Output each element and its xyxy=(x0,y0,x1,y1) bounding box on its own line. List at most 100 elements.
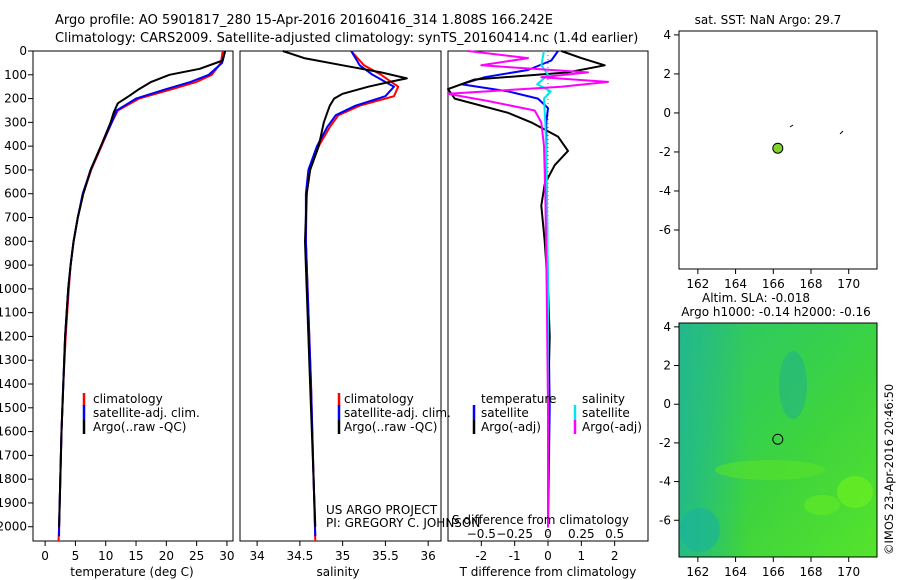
t-difference-axis-ticks: -2 -1 0 1 2 xyxy=(475,541,618,563)
depth-tick-label: 500 xyxy=(4,163,27,177)
depth-tick-label: 1800 xyxy=(0,472,27,486)
project-annotation-line-1: US ARGO PROJECT xyxy=(326,503,438,517)
longitude-tick-label: 168 xyxy=(800,277,823,291)
depth-tick-label: 200 xyxy=(4,92,27,106)
latitude-tick-label: 4 xyxy=(663,28,671,42)
salinity-axis-tick-label: 35 xyxy=(335,549,350,563)
header-line-2: Climatology: CARS2009. Satellite-adjuste… xyxy=(55,31,638,46)
depth-tick-label: 1600 xyxy=(0,425,27,439)
sla-map-frame xyxy=(678,322,878,558)
depth-tick-label: 1400 xyxy=(0,377,27,391)
sst-map-ticks: 162 164 166 168 170 4 2 0 -2 -4 -6 xyxy=(659,28,860,291)
t-difference-axis-tick-label: 2 xyxy=(611,549,619,563)
longitude-tick-label: 164 xyxy=(724,565,747,579)
depth-tick-label: 1700 xyxy=(0,448,27,462)
series-line-argo-raw-qc- xyxy=(58,50,227,527)
latitude-tick-label: -4 xyxy=(659,184,671,198)
legend-label-temperature-argo: Argo(-adj) xyxy=(481,420,541,434)
legend-heading-salinity: salinity xyxy=(582,392,625,406)
latitude-tick-label: -2 xyxy=(659,145,671,159)
project-annotation-line-2: PI: GREGORY C. JOHNSON xyxy=(326,516,480,530)
t-difference-axis-tick-label: -1 xyxy=(509,549,521,563)
latitude-tick-label: -6 xyxy=(659,223,671,237)
depth-tick-label: 300 xyxy=(4,115,27,129)
legend-label-climatology: climatology xyxy=(93,392,163,406)
latitude-tick-label: 2 xyxy=(663,359,671,373)
latitude-tick-label: 0 xyxy=(663,106,671,120)
legend-label-argo: Argo(..raw -QC) xyxy=(344,420,437,434)
salinity-axis-tick-label: 34 xyxy=(249,549,264,563)
island-mark xyxy=(839,130,844,135)
temperature-plot-frame xyxy=(32,50,234,542)
salinity-plot-frame xyxy=(239,50,442,542)
sla-low-anomaly xyxy=(680,508,720,552)
series-line-temperature-argo-adj- xyxy=(447,50,606,527)
temperature-axis-ticks: 0 5 10 15 20 25 30 xyxy=(41,541,235,563)
series-line-salinity-argo-adj- xyxy=(447,50,609,527)
argo-position-marker xyxy=(772,142,784,154)
depth-tick-label: 1000 xyxy=(0,282,27,296)
longitude-tick-label: 162 xyxy=(686,565,709,579)
latitude-tick-label: 4 xyxy=(663,320,671,334)
legend-label-climatology: climatology xyxy=(344,392,414,406)
salinity-xlabel: salinity xyxy=(316,565,359,579)
salinity-axis-tick-label: 35.5 xyxy=(372,549,399,563)
legend-label-salinity-argo: Argo(-adj) xyxy=(582,420,642,434)
t-difference-axis-tick-label: -2 xyxy=(475,549,487,563)
salinity-axis-tick-label: 34.5 xyxy=(287,549,314,563)
depth-tick-label: 700 xyxy=(4,211,27,225)
latitude-tick-label: 0 xyxy=(663,397,671,411)
salinity-axis-ticks: 34 34.5 35 35.5 36 xyxy=(249,541,436,563)
s-difference-axis-ticks: −0.5 −0.25 0 0.25 0.5 xyxy=(467,527,624,541)
temperature-axis-tick-label: 20 xyxy=(159,549,174,563)
header-line-1: Argo profile: AO 5901817_280 15-Apr-2016… xyxy=(55,13,553,28)
legend-heading-temperature: temperature xyxy=(481,392,556,406)
sla-map-subtitle: Argo h1000: -0.14 h2000: -0.16 xyxy=(681,305,871,319)
s-difference-tick-label: 0.25 xyxy=(568,527,595,541)
sla-map-title: Altim. SLA: -0.018 xyxy=(702,291,810,305)
legend-label-argo: Argo(..raw -QC) xyxy=(93,420,186,434)
series-line-satellite-adj-clim- xyxy=(304,50,395,537)
sla-low-anomaly xyxy=(779,351,807,419)
depth-tick-label: 1100 xyxy=(0,306,27,320)
series-line-climatology xyxy=(57,50,224,542)
latitude-tick-label: -6 xyxy=(659,513,671,527)
difference-series xyxy=(447,50,609,527)
depth-tick-label: 1200 xyxy=(0,329,27,343)
depth-axis-ticks: 0 100 200 300 400 500 600 700 800 900 1000 1100 1200… xyxy=(0,44,33,534)
temperature-axis-tick-label: 15 xyxy=(128,549,143,563)
depth-tick-label: 900 xyxy=(4,258,27,272)
depth-tick-label: 0 xyxy=(19,44,27,58)
longitude-tick-label: 168 xyxy=(800,565,823,579)
longitude-tick-label: 164 xyxy=(724,277,747,291)
s-difference-tick-label: −0.25 xyxy=(496,527,533,541)
legend-label-salinity-satellite: satellite xyxy=(582,406,630,420)
island-mark xyxy=(789,124,794,128)
depth-tick-label: 2000 xyxy=(0,520,27,534)
temperature-axis-tick-label: 0 xyxy=(41,549,49,563)
legend-label-satellite: satellite-adj. clim. xyxy=(93,406,200,420)
t-difference-xlabel: T difference from climatology xyxy=(459,565,637,579)
imos-timestamp: ©IMOS 23-Apr-2016 20:46:50 xyxy=(882,384,896,555)
temperature-axis-tick-label: 5 xyxy=(72,549,80,563)
t-difference-axis-tick-label: 0 xyxy=(544,549,552,563)
temperature-series xyxy=(57,50,227,542)
depth-tick-label: 1300 xyxy=(0,353,27,367)
legend-label-satellite: satellite-adj. clim. xyxy=(344,406,451,420)
salinity-legend: climatology satellite-adj. clim. Argo(..… xyxy=(337,392,451,434)
sla-map-ticks: 162 164 166 168 170 4 2 0 -2 -4 -6 xyxy=(659,320,860,579)
s-difference-label: S difference from climatology xyxy=(452,513,629,527)
temperature-axis-tick-label: 30 xyxy=(219,549,234,563)
difference-panel: -2 -1 0 1 2 −0.5 −0.25 0 0.25 0.5 S difference f… xyxy=(447,50,649,579)
salinity-series xyxy=(282,50,408,542)
longitude-tick-label: 162 xyxy=(686,277,709,291)
latitude-tick-label: -4 xyxy=(659,475,671,489)
temperature-axis-tick-label: 10 xyxy=(98,549,113,563)
series-line-argo-raw-qc- xyxy=(282,50,408,527)
sst-map-title: sat. SST: NaN Argo: 29.7 xyxy=(695,13,842,27)
argo-position-marker xyxy=(772,433,784,445)
s-difference-tick-label: 0 xyxy=(544,527,552,541)
sla-high-anomaly xyxy=(804,495,840,515)
temperature-legend: climatology satellite-adj. clim. Argo(..… xyxy=(82,392,200,434)
